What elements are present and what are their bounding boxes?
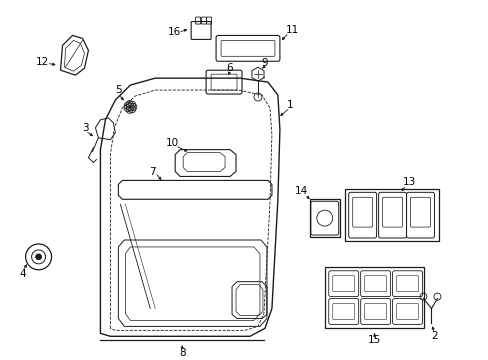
Text: 9: 9: [261, 58, 268, 68]
Text: 13: 13: [402, 177, 415, 188]
Text: 1: 1: [286, 100, 293, 110]
Text: 8: 8: [179, 348, 185, 358]
Text: 12: 12: [36, 57, 49, 67]
Text: 4: 4: [20, 269, 26, 279]
Text: 10: 10: [165, 138, 179, 148]
Text: 14: 14: [295, 186, 308, 196]
Text: 7: 7: [149, 167, 155, 177]
Text: 5: 5: [115, 85, 122, 95]
Text: 2: 2: [430, 331, 437, 341]
Text: 6: 6: [226, 63, 233, 73]
Text: 3: 3: [82, 123, 89, 133]
Circle shape: [36, 254, 41, 260]
Text: 16: 16: [167, 27, 181, 37]
Text: 11: 11: [285, 26, 299, 36]
Text: 15: 15: [367, 335, 381, 345]
